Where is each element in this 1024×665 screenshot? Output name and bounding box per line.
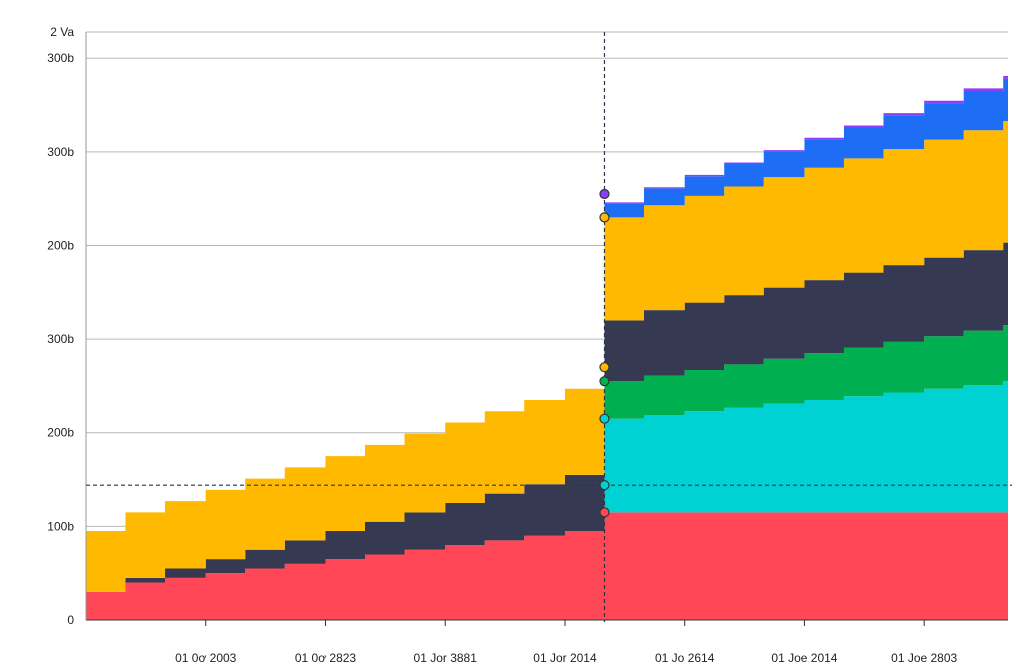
hover-marker — [599, 376, 610, 387]
hover-markers — [599, 188, 610, 518]
crosshair — [86, 32, 1012, 622]
x-tick-label: 01 Joe 2014 — [771, 651, 837, 665]
area-series-4[interactable] — [86, 120, 1008, 592]
grid — [86, 31, 1008, 527]
hover-marker — [599, 362, 610, 373]
hover-marker — [599, 212, 610, 223]
y-tick-label: 300b — [47, 332, 74, 346]
hover-marker — [599, 413, 610, 424]
y-tick-label: 200b — [47, 238, 74, 252]
x-tick-label: 01 0ơ 2823 — [295, 651, 357, 665]
x-tick-label: 01 Jor 3881 — [414, 651, 478, 665]
x-tick-label: 01 Joe 2803 — [891, 651, 957, 665]
y-tick-label: 300b — [47, 145, 74, 159]
hover-marker — [599, 188, 610, 200]
area-series-0[interactable] — [86, 512, 1008, 620]
y-tick-label: 0 — [67, 613, 74, 627]
axes: 0 100b 200b 300b 200b 300b 300b 2 Va 01 0ơ 2003 0… — [47, 25, 1008, 665]
y-tick-label: 2 Va — [50, 25, 74, 39]
area-series-5[interactable] — [86, 78, 1008, 532]
x-tick-label: 01 Jor 2014 — [533, 651, 597, 665]
x-tick-label: 01 0ơ 2003 — [175, 651, 237, 665]
y-tick-label: 300b — [47, 51, 74, 65]
hover-marker — [599, 480, 610, 491]
y-tick-label: 100b — [47, 519, 74, 533]
area-series — [86, 76, 1008, 620]
area-series-2[interactable] — [86, 325, 1008, 592]
x-tick-label: 01 Jo 2614 — [655, 651, 715, 665]
area-series-1[interactable] — [86, 381, 1008, 592]
area-series-3[interactable] — [86, 242, 1008, 592]
hover-marker — [599, 507, 610, 518]
y-tick-label: 200b — [47, 426, 74, 440]
